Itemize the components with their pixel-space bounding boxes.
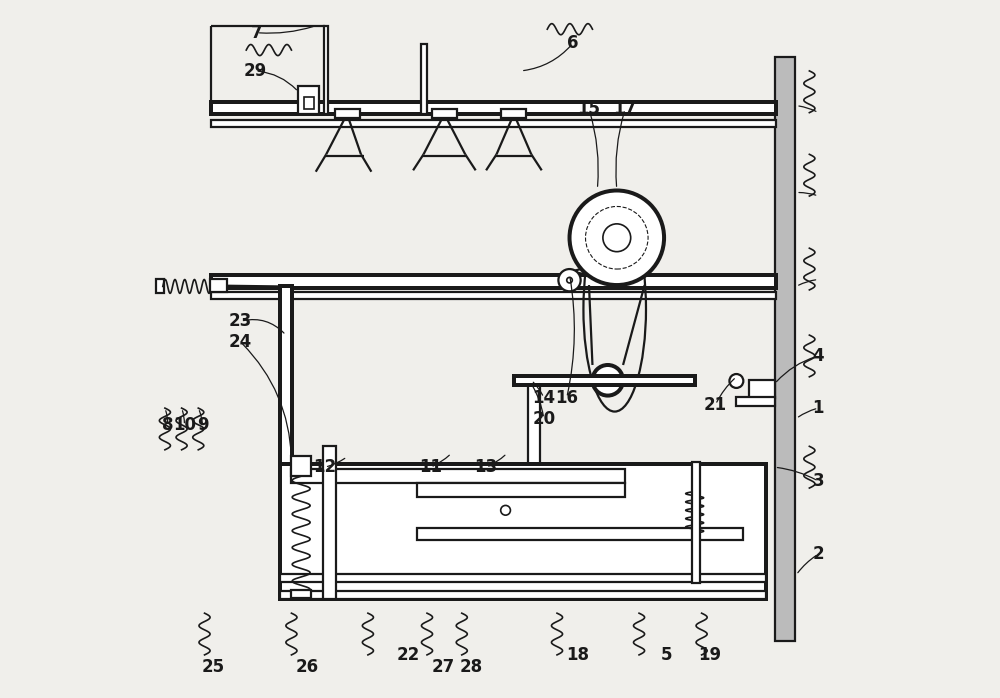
Text: 17: 17	[614, 100, 637, 118]
Text: 23: 23	[229, 312, 252, 330]
Text: 1: 1	[813, 399, 824, 417]
Bar	[291, 469, 625, 483]
Text: 14: 14	[532, 389, 555, 407]
Bar	[335, 109, 360, 118]
Bar	[775, 57, 795, 641]
Bar	[156, 279, 164, 293]
Text: 13: 13	[475, 458, 498, 476]
Bar	[323, 446, 336, 600]
Bar	[501, 109, 526, 118]
Bar	[692, 461, 700, 584]
Text: 7: 7	[251, 24, 262, 42]
Bar	[421, 45, 427, 114]
Circle shape	[592, 365, 623, 396]
Circle shape	[604, 376, 612, 385]
Text: 27: 27	[431, 658, 455, 676]
Circle shape	[558, 269, 581, 291]
Bar	[280, 591, 766, 600]
Bar	[210, 279, 227, 292]
Bar	[211, 119, 776, 126]
Text: 10: 10	[173, 417, 196, 434]
Bar	[749, 380, 775, 398]
Bar	[514, 376, 695, 385]
Bar	[324, 26, 328, 114]
Bar	[432, 109, 457, 118]
Text: 19: 19	[698, 646, 722, 664]
Text: 15: 15	[577, 100, 600, 118]
Bar	[528, 380, 540, 467]
Bar	[211, 292, 776, 299]
Text: 4: 4	[813, 347, 824, 365]
Bar	[736, 397, 775, 406]
Bar	[417, 528, 743, 540]
Text: 16: 16	[555, 389, 578, 407]
Bar	[298, 87, 319, 114]
Circle shape	[729, 374, 743, 388]
Bar	[417, 483, 625, 497]
Text: 3: 3	[813, 472, 824, 490]
Bar	[280, 286, 292, 467]
Text: 25: 25	[201, 658, 224, 676]
Bar	[211, 275, 776, 288]
Text: 22: 22	[397, 646, 420, 664]
Text: 11: 11	[419, 458, 442, 476]
Text: 9: 9	[197, 417, 208, 434]
Text: 26: 26	[295, 658, 318, 676]
Bar	[304, 96, 314, 109]
Circle shape	[603, 224, 631, 252]
Text: 18: 18	[566, 646, 589, 664]
Circle shape	[567, 277, 572, 283]
Text: 5: 5	[661, 646, 673, 664]
Circle shape	[501, 505, 510, 515]
Text: 6: 6	[567, 34, 579, 52]
Circle shape	[570, 191, 664, 285]
Text: 24: 24	[229, 333, 252, 351]
Text: 28: 28	[459, 658, 482, 676]
Text: 2: 2	[813, 545, 824, 563]
Bar	[280, 463, 766, 600]
Text: 21: 21	[704, 396, 727, 414]
Bar	[280, 574, 766, 582]
Bar	[211, 101, 776, 114]
Bar	[291, 456, 311, 475]
Text: 29: 29	[244, 62, 267, 80]
Bar	[291, 590, 311, 598]
Text: 20: 20	[532, 410, 555, 427]
Text: 12: 12	[313, 458, 336, 476]
Text: 8: 8	[162, 417, 173, 434]
